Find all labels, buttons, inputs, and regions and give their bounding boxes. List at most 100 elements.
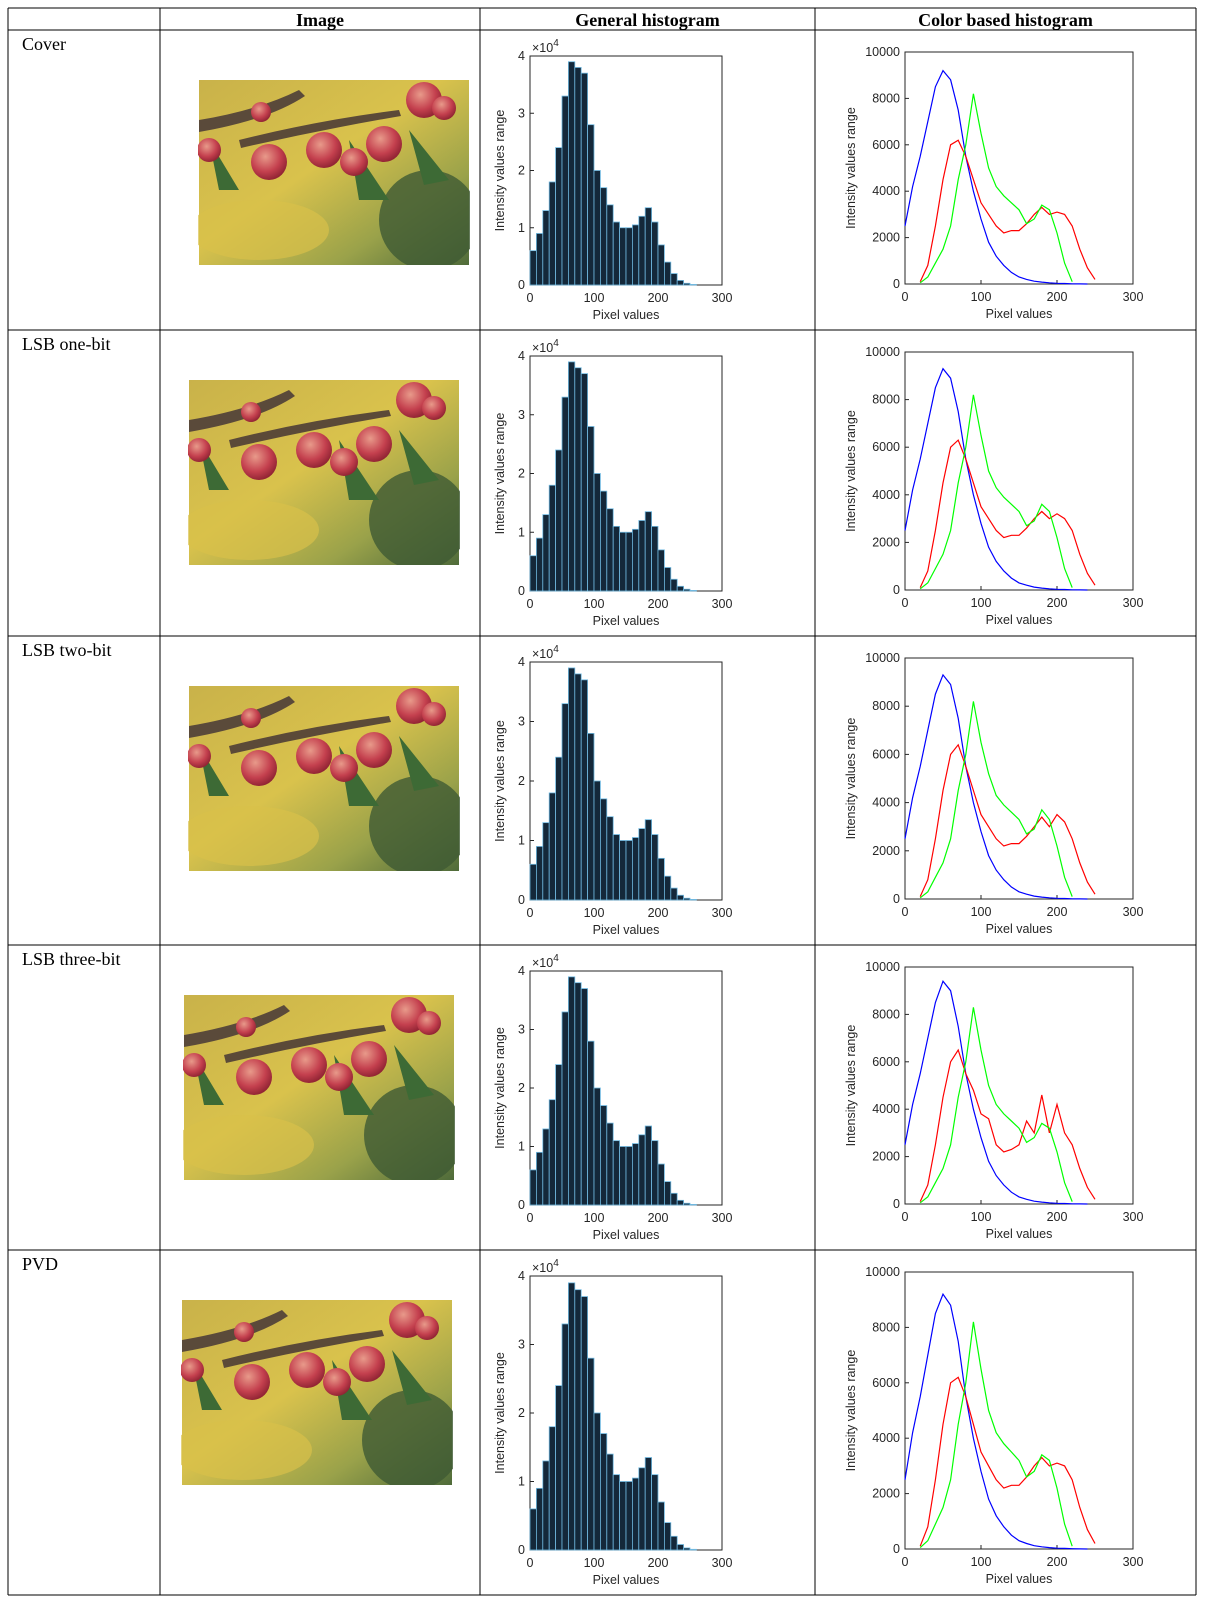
histogram-bar [664, 1181, 672, 1206]
histogram-bar [529, 555, 537, 592]
x-tick-label: 0 [527, 1556, 534, 1570]
histogram-bar [568, 976, 576, 1206]
histogram-bar [606, 508, 614, 592]
histogram-bar [664, 261, 672, 286]
histogram-bar [625, 227, 633, 286]
histogram-bar [670, 273, 678, 286]
histogram-bar [587, 1040, 595, 1206]
y-tick-label: 2000 [872, 844, 900, 858]
x-tick-label: 100 [971, 1210, 992, 1224]
histogram-bar [670, 1535, 678, 1551]
y-tick-label: 0 [518, 893, 525, 907]
histogram-bar [529, 863, 537, 901]
histogram-bar [676, 1544, 685, 1551]
y-tick-label: 10000 [865, 1265, 900, 1279]
y-tick-label: 4 [518, 349, 525, 363]
histogram-bar [529, 1169, 537, 1206]
histogram-bar [670, 887, 678, 901]
x-tick-label: 100 [584, 1211, 605, 1225]
y-axis-label: Intensity values range [493, 720, 507, 842]
y-tick-label: 0 [518, 278, 525, 292]
histogram-bar [542, 514, 550, 592]
histogram-bar [683, 588, 691, 592]
x-tick-label: 300 [712, 906, 733, 920]
histogram-bar [632, 1477, 640, 1551]
histogram-bar [600, 1105, 608, 1206]
histogram-bar [606, 204, 614, 286]
histogram-bar [555, 1064, 563, 1206]
x-axis-label: Pixel values [986, 613, 1053, 627]
y-tick-label: 4 [518, 964, 525, 978]
y-tick-label: 0 [893, 1197, 900, 1211]
x-tick-label: 0 [902, 1555, 909, 1569]
histogram-bar [536, 1151, 544, 1206]
histogram-bar [561, 95, 569, 286]
y-tick-label: 8000 [872, 91, 900, 105]
x-tick-label: 0 [902, 1210, 909, 1224]
histogram-bar [600, 798, 608, 901]
series-line [919, 93, 1073, 284]
x-tick-label: 300 [712, 597, 733, 611]
y-tick-label: 0 [893, 892, 900, 906]
histogram-bar [593, 1412, 601, 1551]
histogram-bar [561, 1323, 569, 1551]
row-label: Cover [22, 34, 66, 54]
column-header: Image [296, 10, 344, 30]
histogram-bar [561, 396, 569, 592]
y-tick-label: 2 [518, 1406, 525, 1420]
histogram-bar [689, 284, 697, 286]
histogram-bar [555, 147, 563, 286]
histogram-bar [632, 528, 640, 592]
series-line [919, 439, 1096, 588]
cover-image [181, 1300, 453, 1485]
x-tick-label: 300 [1123, 905, 1144, 919]
histogram-bar [574, 67, 582, 286]
histogram-bar [638, 828, 646, 901]
column-header: Color based histogram [918, 10, 1093, 30]
y-tick-label: 4 [518, 1269, 525, 1283]
histogram-bar [644, 207, 653, 286]
series-line [919, 1007, 1073, 1204]
histogram-bar [657, 857, 665, 901]
series-line [919, 1321, 1073, 1549]
x-axis-label: Pixel values [986, 307, 1053, 321]
axis-exponent: 4 [553, 338, 559, 349]
histogram-bar [664, 875, 672, 901]
histogram-bar [689, 1548, 697, 1551]
histogram-bar [612, 1140, 621, 1206]
histogram-bar [632, 1143, 640, 1206]
x-tick-label: 100 [584, 906, 605, 920]
histogram-bar [612, 221, 621, 286]
histogram-bar [548, 181, 557, 286]
histogram-bar [664, 1522, 672, 1551]
y-tick-label: 0 [893, 583, 900, 597]
x-tick-label: 100 [971, 290, 992, 304]
x-tick-label: 200 [648, 291, 669, 305]
histogram-bar [580, 988, 589, 1206]
y-axis-label: Intensity values range [493, 1352, 507, 1474]
histogram-bar [529, 250, 537, 286]
y-tick-label: 2 [518, 164, 525, 178]
plot-frame [904, 51, 1134, 285]
histogram-bar [600, 1433, 608, 1551]
histogram-bar [561, 1011, 569, 1206]
y-axis-label: Intensity values range [844, 1350, 858, 1472]
histogram-bar [651, 834, 659, 901]
y-tick-label: 10000 [865, 651, 900, 665]
x-tick-label: 100 [584, 1556, 605, 1570]
histogram-bar [555, 1385, 563, 1551]
x-tick-label: 0 [902, 290, 909, 304]
cover-image [183, 995, 455, 1180]
x-tick-label: 300 [1123, 290, 1144, 304]
histogram-bar [568, 667, 576, 901]
axis-exponent: 4 [553, 644, 559, 655]
histogram-bar [619, 1481, 627, 1551]
x-tick-label: 0 [527, 906, 534, 920]
row-label: LSB one-bit [22, 334, 111, 354]
histogram-bar [574, 367, 582, 592]
series-line [904, 979, 1088, 1205]
histogram-bar [676, 1199, 685, 1206]
x-tick-label: 300 [712, 1556, 733, 1570]
series-line [919, 701, 1073, 899]
